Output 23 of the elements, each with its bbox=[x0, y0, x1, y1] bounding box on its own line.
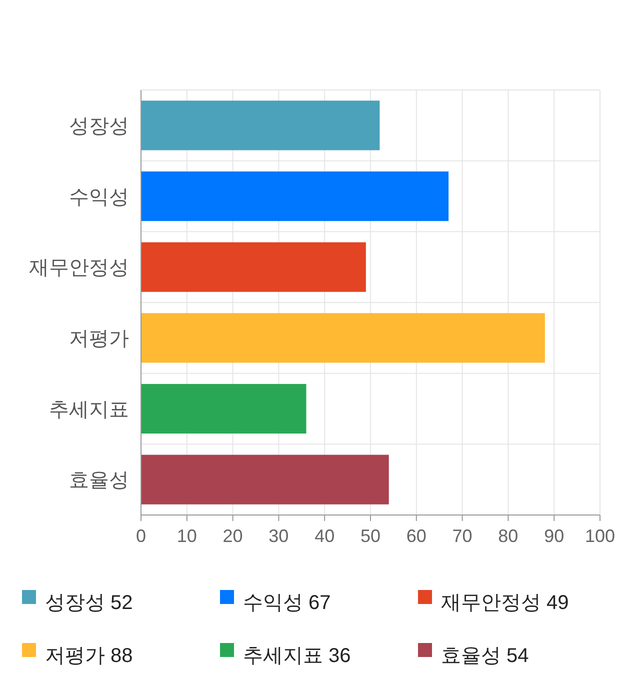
legend-label: 수익성 67 bbox=[243, 592, 331, 614]
x-tick-label: 100 bbox=[584, 526, 616, 546]
y-tick-label: 효율성 bbox=[69, 470, 129, 492]
x-tick-label: 80 bbox=[498, 526, 518, 546]
y-tick-label: 저평가 bbox=[69, 328, 129, 350]
x-tick-label: 10 bbox=[176, 526, 197, 546]
x-tick-label: 30 bbox=[268, 526, 289, 546]
x-tick-label: 20 bbox=[222, 526, 243, 546]
legend-label: 성장성 52 bbox=[45, 592, 133, 614]
x-tick-label: 70 bbox=[452, 526, 472, 546]
x-tick-label: 50 bbox=[360, 526, 381, 546]
x-tick-label: 60 bbox=[406, 526, 426, 546]
x-tick-label: 0 bbox=[136, 526, 146, 546]
y-tick-label: 수익성 bbox=[69, 186, 129, 208]
y-tick-label: 성장성 bbox=[69, 115, 129, 138]
x-tick-label: 90 bbox=[544, 526, 564, 546]
legend-label: 재무안정성 49 bbox=[441, 592, 569, 614]
legend-label: 저평가 88 bbox=[45, 645, 133, 667]
y-tick-label: 추세지표 bbox=[49, 398, 129, 421]
legend-label: 효율성 54 bbox=[441, 645, 529, 667]
legend-label: 추세지표 36 bbox=[243, 645, 351, 667]
y-tick-label: 재무안정성 bbox=[29, 257, 129, 280]
x-tick-label: 40 bbox=[314, 526, 335, 546]
